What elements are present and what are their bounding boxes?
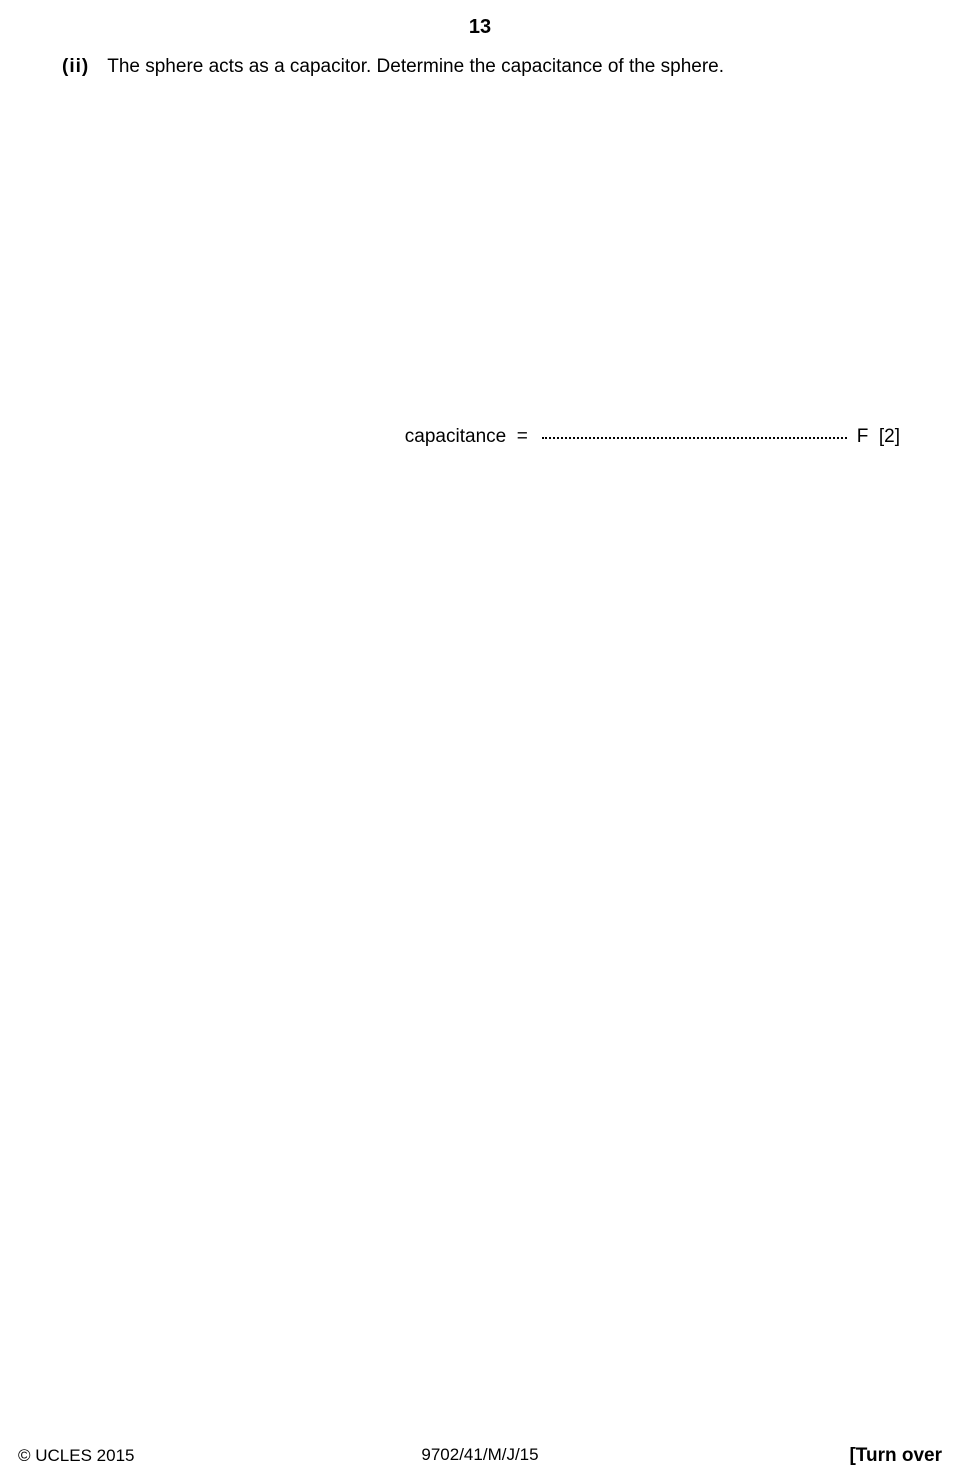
turn-over-text: [Turn over [849,1445,942,1467]
question-ii: (ii) The sphere acts as a capacitor. Det… [62,54,900,80]
paper-code: 9702/41/M/J/15 [0,1445,960,1465]
question-text: The sphere acts as a capacitor. Determin… [107,54,724,80]
page-footer: © UCLES 2015 9702/41/M/J/15 [Turn over [0,1445,960,1467]
unit-and-marks: F [2] [851,426,900,448]
answer-line: capacitance = F [2] [405,426,900,448]
answer-blank[interactable] [542,437,847,439]
page-number: 13 [0,16,960,39]
answer-label: capacitance = [405,426,539,448]
part-label: (ii) [62,56,89,78]
